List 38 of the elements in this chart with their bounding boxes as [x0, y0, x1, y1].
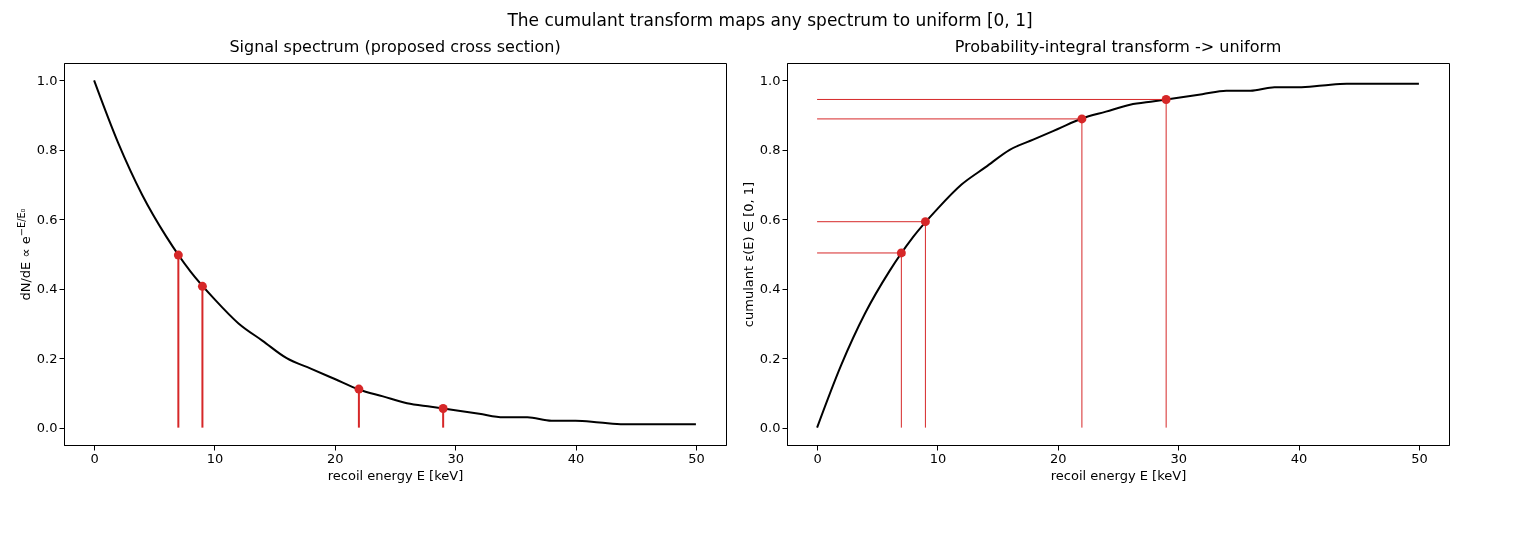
y-tick-label: 1.0 — [36, 72, 58, 88]
x-tick-label: 40 — [1290, 450, 1308, 466]
y-tick-label: 1.0 — [759, 72, 781, 88]
x-tick-label: 40 — [567, 450, 585, 466]
x-tick-label: 30 — [1170, 450, 1187, 466]
y-tick-label: 0.2 — [759, 350, 781, 366]
point — [173, 250, 183, 260]
chart-title: Probability-integral transform -> uniform — [954, 37, 1282, 56]
y-tick-label: 0.8 — [36, 142, 58, 158]
y-tick-label: 0.2 — [36, 350, 58, 366]
x-tick-label: 10 — [929, 450, 947, 466]
y-tick-label: 0.8 — [759, 142, 781, 158]
y-tick-label: 0.6 — [36, 211, 58, 227]
y-tick-label: 0.0 — [36, 420, 58, 436]
text: The cumulant transform maps any spectrum to uniform [0, 1] — [506, 10, 1034, 30]
y-tick-label: 0.4 — [36, 281, 58, 297]
y-tick-label: 0.4 — [759, 281, 781, 297]
point — [920, 217, 930, 227]
x-tick-label: 0 — [813, 450, 822, 466]
y-tick-label: 0.6 — [759, 211, 781, 227]
point — [438, 404, 448, 413]
x-axis-title: recoil energy E [keV] — [1050, 467, 1187, 483]
point — [197, 281, 207, 291]
x-tick-label: 0 — [90, 450, 99, 466]
x-tick-label: 20 — [1050, 450, 1067, 466]
line-series — [816, 82, 1420, 429]
y-tick-label: 0.0 — [759, 420, 781, 436]
point — [354, 384, 364, 394]
x-tick-label: 30 — [447, 450, 464, 466]
x-tick-label: 50 — [688, 450, 705, 466]
x-tick-label: 10 — [206, 450, 224, 466]
line-series — [93, 79, 697, 426]
point — [1161, 95, 1171, 104]
x-axis-title: recoil energy E [keV] — [327, 467, 464, 483]
x-tick-label: 50 — [1411, 450, 1428, 466]
x-tick-label: 20 — [327, 450, 344, 466]
chart-title: Signal spectrum (proposed cross section) — [229, 37, 561, 56]
y-axis-title: cumulant ε(E) ∈ [0, 1] — [740, 181, 756, 328]
